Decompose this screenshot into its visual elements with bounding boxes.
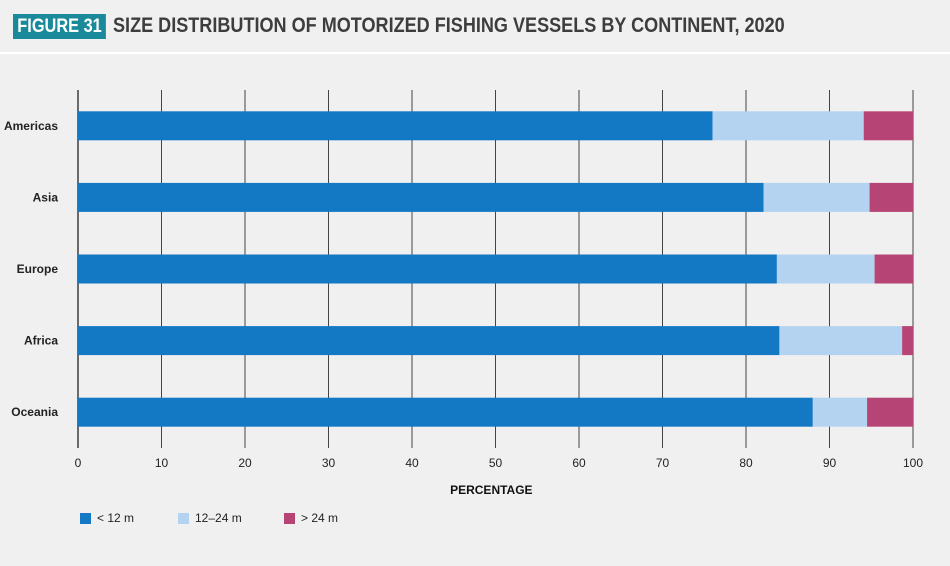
bar-americas-series-2 [863,111,913,141]
bar-europe-series-2 [874,254,913,284]
x-tick-label-80: 80 [739,456,753,470]
bar-africa-series-0 [78,326,780,356]
x-axis-label: PERCENTAGE [450,483,532,497]
bar-oceania-series-2 [867,397,913,427]
legend-item-0: < 12 m [80,511,178,525]
legend-item-2: > 24 m [284,511,344,525]
category-label-asia: Asia [33,190,59,204]
x-tick-label-70: 70 [656,456,670,470]
bar-europe-series-0 [78,254,777,284]
bar-africa-series-1 [779,326,903,356]
legend-swatch-2 [284,512,295,524]
bar-asia-series-2 [869,182,913,212]
x-tick-label-0: 0 [75,456,82,470]
bar-asia-series-0 [78,182,764,212]
x-tick-label-40: 40 [405,456,419,470]
legend-label-1: 12–24 m [195,511,242,525]
bar-africa-series-2 [902,326,913,356]
category-label-europe: Europe [17,262,59,276]
legend-label-0: < 12 m [97,511,135,525]
bar-americas-series-1 [712,111,864,141]
x-tick-label-20: 20 [238,456,252,470]
figure-title: SIZE DISTRIBUTION OF MOTORIZED FISHING V… [113,14,785,37]
bar-americas-series-0 [78,111,713,141]
bar-europe-series-1 [776,254,875,284]
x-tick-label-30: 30 [322,456,336,470]
figure-header: FIGURE 31 SIZE DISTRIBUTION OF MOTORIZED… [0,0,950,54]
bar-oceania-series-1 [812,397,868,427]
legend-swatch-1 [178,512,189,524]
x-tick-label-90: 90 [823,456,837,470]
chart-legend: < 12 m 12–24 m > 24 m [80,511,344,525]
x-tick-label-100: 100 [903,456,923,470]
x-tick-label-10: 10 [155,456,169,470]
category-label-africa: Africa [24,334,58,348]
legend-item-1: 12–24 m [178,511,284,525]
legend-label-2: > 24 m [301,511,339,525]
category-label-americas: Americas [4,119,58,133]
x-tick-label-60: 60 [572,456,586,470]
bar-asia-series-1 [763,182,870,212]
legend-swatch-0 [80,512,91,524]
bar-oceania-series-0 [78,397,813,427]
figure-badge: FIGURE 31 [13,13,107,39]
category-label-oceania: Oceania [11,405,58,419]
x-tick-label-50: 50 [489,456,503,470]
